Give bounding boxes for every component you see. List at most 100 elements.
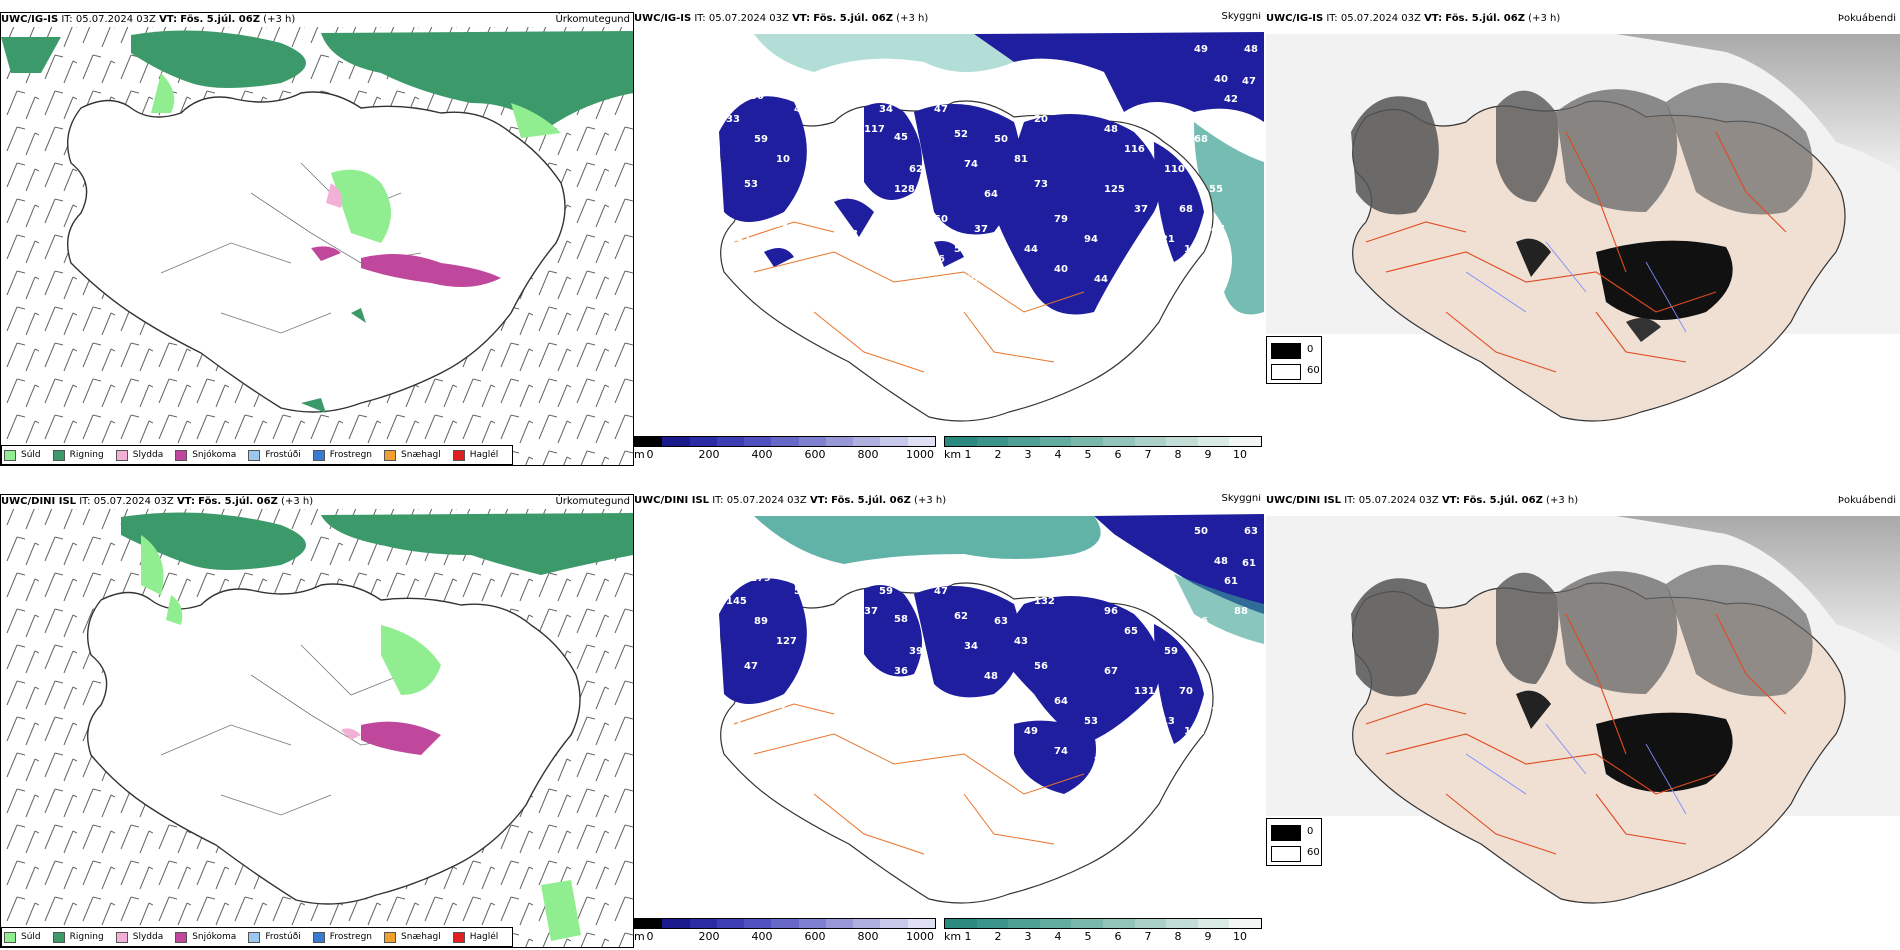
legend-item: Slydda	[115, 931, 163, 943]
ceiling-value-label: 42	[1224, 94, 1238, 105]
legend-item: Frostregn	[312, 931, 372, 943]
ceiling-value-label: 136	[924, 254, 945, 265]
colorbar-tick: 4	[1054, 930, 1062, 943]
ceiling-value-label: 51	[1114, 289, 1128, 300]
ceiling-value-label: 52	[954, 129, 968, 140]
ceiling-value-label: 43	[1014, 636, 1028, 647]
ceiling-value-label: 74	[964, 159, 978, 170]
ceiling-value-label: 56	[1034, 661, 1048, 672]
ceiling-value-label: 40	[1214, 74, 1228, 85]
ceiling-value-label: 54	[1134, 254, 1148, 265]
legend-swatch	[115, 931, 128, 943]
fog-index-map	[1266, 516, 1900, 904]
ceiling-value-label: 113	[1154, 716, 1175, 727]
colorbar-tick: 4	[1054, 448, 1062, 461]
ceiling-value-label: 44	[834, 156, 848, 167]
legend-swatch	[52, 931, 65, 943]
ceiling-value-label: 60	[844, 711, 858, 722]
colorbar-tick: 0	[646, 448, 654, 461]
ceiling-value-label: 89	[754, 616, 768, 627]
ceiling-value-label: 43	[889, 214, 903, 225]
visibility-colorbar-strip	[944, 436, 1262, 447]
cbar-cell	[635, 437, 663, 446]
colorbar-tick: 200	[698, 448, 720, 461]
ceiling-value-label: 68	[1179, 204, 1193, 215]
colorbar-tick: 5	[1084, 930, 1092, 943]
colorbar-tick: 10	[1233, 930, 1247, 943]
cbar-cell	[771, 437, 799, 446]
ceiling-value-label: 44	[1094, 274, 1108, 285]
colorbar-tick: 3	[1024, 448, 1032, 461]
ceiling-value-label: 59	[754, 134, 768, 145]
visibility-colorbar-strip	[944, 918, 1262, 929]
cbar-cell	[1197, 437, 1230, 446]
visibility-colorbar: km 1 2 3 4 5 6 7 8 9 10	[944, 918, 1262, 943]
ceiling-value-label: 48	[984, 671, 998, 682]
precip-map	[1, 509, 633, 947]
legend-swatch	[4, 931, 16, 943]
fog-legend-swatch-black	[1271, 825, 1301, 841]
ceiling-value-label: 97	[729, 716, 743, 727]
cbar-cell	[689, 437, 717, 446]
cbar-cell	[1229, 437, 1261, 446]
ceiling-colorbar-strip	[634, 918, 936, 929]
ceiling-value-label: 59	[1164, 646, 1178, 657]
ceiling-value-label: 53	[794, 586, 808, 597]
legend-item: Rigning	[52, 449, 104, 461]
cbar-cell	[771, 919, 799, 928]
ceiling-value-label: 50	[1194, 526, 1208, 537]
ceiling-value-label: 34	[964, 641, 978, 652]
colorbar-tick: 8	[1174, 448, 1182, 461]
cbar-cell	[689, 919, 717, 928]
ceiling-value-label: 33	[726, 114, 740, 125]
cbar-cell	[907, 437, 935, 446]
cbar-cell	[716, 437, 745, 446]
ceiling-value-label: 142	[729, 234, 750, 245]
ceiling-value-label: 52	[774, 701, 788, 712]
legend-item: Frostúði	[248, 931, 301, 943]
ceiling-value-label: 102	[1184, 726, 1205, 737]
ceiling-value-label: 76	[889, 696, 903, 707]
cbar-cell	[853, 437, 881, 446]
ceiling-value-label: 17	[1074, 104, 1088, 115]
panel-title: Þokuábendi	[1837, 13, 1896, 24]
fog-legend: 0 60	[1266, 818, 1322, 866]
legend-swatch	[175, 931, 188, 943]
ceiling-value-label: 36	[894, 666, 908, 677]
panel-precip-type-dini: UWC/DINI ISL IT: 05.07.2024 03Z VT: Fös.…	[0, 494, 634, 948]
ceiling-value-label: 45	[894, 132, 908, 143]
legend-swatch	[52, 449, 65, 461]
cbar-cell	[716, 919, 745, 928]
ceiling-value-label: 113	[1204, 706, 1225, 717]
fog-legend-swatch-white	[1271, 846, 1301, 862]
cbar-cell	[825, 919, 854, 928]
ceiling-value-label: 63	[994, 616, 1008, 627]
cbar-cell	[744, 437, 772, 446]
cbar-cell	[1166, 437, 1198, 446]
ceiling-value-label: 65	[1124, 626, 1138, 637]
panel-visibility-igis: UWC/IG-IS IT: 05.07.2024 03Z VT: Fös. 5.…	[634, 12, 1264, 464]
legend-swatch	[312, 449, 325, 461]
legend-item: Súld	[4, 449, 41, 461]
ceiling-value-label: 110	[1164, 164, 1185, 175]
visibility-map: 265 179 145 89 127 47 52 35 60 59 58 39 47 62 34 48 43 56…	[719, 514, 1264, 904]
ceiling-value-label: 130	[834, 94, 855, 105]
ceiling-value-label: 70	[1179, 686, 1193, 697]
ceiling-value-label: 34	[879, 104, 893, 115]
ceiling-value-label: 53	[1084, 716, 1098, 727]
ceiling-value-label: 147	[1204, 224, 1225, 235]
ceiling-value-label: 39	[909, 646, 923, 657]
ceiling-value-label: 51	[954, 244, 968, 255]
ceiling-value-label: 127	[776, 636, 797, 647]
ceiling-value-label: 50	[750, 91, 764, 102]
colorbar-tick: 1	[964, 930, 972, 943]
ceiling-value-label: 132	[1034, 596, 1055, 607]
panel-header: UWC/DINI ISL IT: 05.07.2024 03Z VT: Fös.…	[1266, 495, 1579, 506]
ceiling-colorbar-strip	[634, 436, 936, 447]
cbar-cell	[880, 437, 908, 446]
ceiling-value-label: 61	[814, 134, 828, 145]
cbar-cell	[635, 919, 663, 928]
ceiling-value-label: 37	[864, 606, 878, 617]
colorbar-tick: 800	[857, 930, 879, 943]
colorbar-tick: 400	[751, 930, 773, 943]
